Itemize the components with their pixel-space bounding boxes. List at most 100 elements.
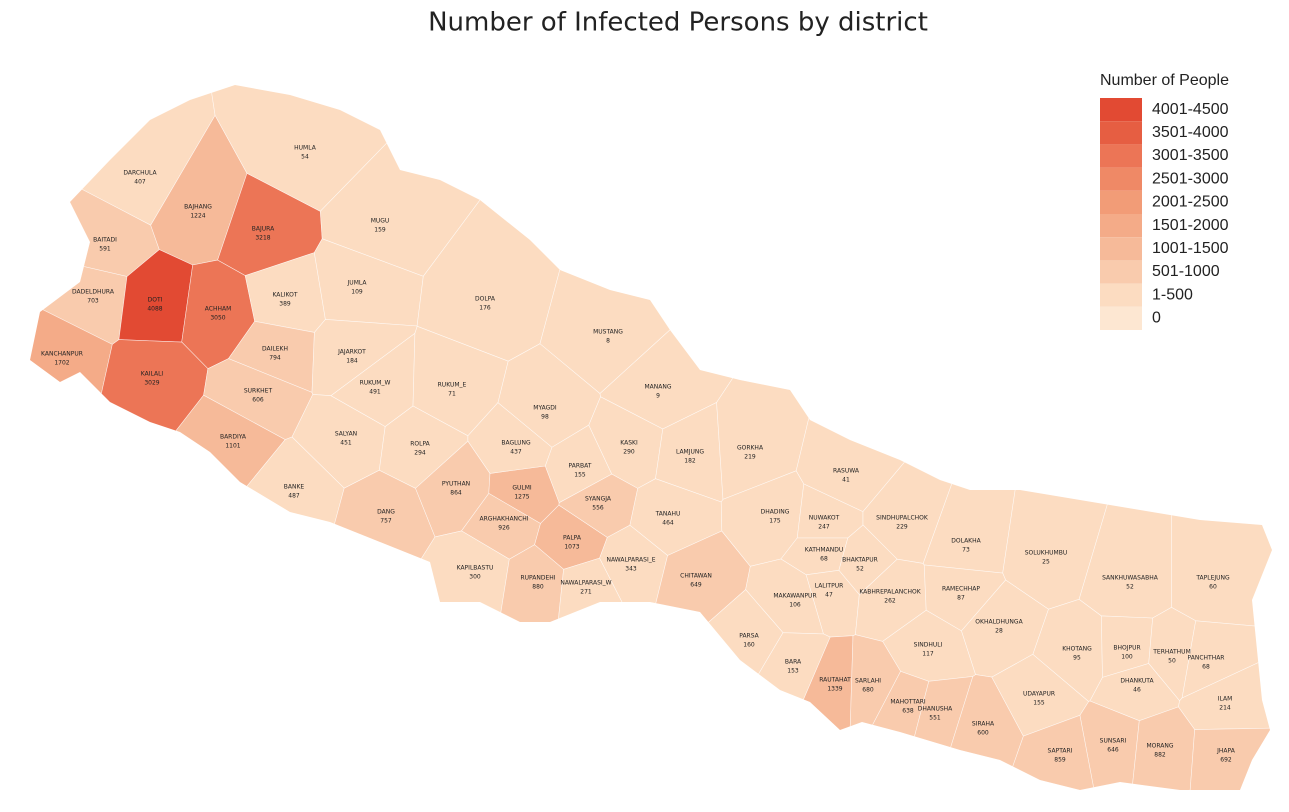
district-value: 159 (374, 227, 386, 234)
district-value: 214 (1219, 705, 1231, 712)
district-value: 52 (1126, 584, 1134, 591)
district-name: PALPA (563, 535, 582, 542)
district-value: 3029 (144, 380, 159, 387)
district-value: 864 (450, 490, 462, 497)
district-value: 28 (995, 628, 1003, 635)
district-name: KHOTANG (1062, 646, 1092, 653)
district-value: 71 (448, 391, 456, 398)
district-name: KATHMANDU (805, 547, 843, 554)
district-area (1079, 700, 1140, 790)
district-value: 606 (252, 397, 264, 404)
district-name: SYANGJA (585, 496, 612, 503)
district-value: 182 (684, 458, 696, 465)
district-value: 87 (957, 595, 965, 602)
legend-label: 3001-3500 (1152, 147, 1229, 164)
district-value: 8 (606, 338, 610, 345)
district-value: 591 (99, 246, 111, 253)
district-name: NAWALPARASI_W (560, 580, 611, 587)
district-name: BANKE (284, 484, 305, 491)
district-value: 100 (1121, 654, 1133, 661)
district-value: 556 (592, 505, 604, 512)
legend-swatch (1100, 98, 1142, 122)
district-value: 176 (479, 305, 491, 312)
district-name: OKHALDHUNGA (975, 619, 1023, 626)
district-value: 41 (842, 477, 850, 484)
district-name: RUKUM_W (360, 380, 391, 387)
district-name: BHOJPUR (1113, 645, 1140, 652)
legend-label: 0 (1152, 310, 1161, 327)
district-name: DANG (377, 509, 395, 516)
district-name: BHAKTAPUR (842, 557, 878, 564)
district-value: 9 (656, 393, 660, 400)
district-name: NUWAKOT (809, 515, 840, 522)
district-value: 3218 (255, 235, 270, 242)
district-name: SUNSARI (1100, 738, 1127, 745)
district-name: DOTI (148, 297, 163, 304)
district-name: SARLAHI (855, 678, 881, 685)
district-value: 464 (662, 520, 674, 527)
legend-label: 1001-1500 (1152, 240, 1229, 257)
district-name: KAPILBASTU (457, 565, 494, 572)
district-name: SINDHULI (914, 642, 943, 649)
district-name: PARSA (739, 633, 759, 640)
district-value: 649 (690, 582, 702, 589)
district-value: 117 (922, 651, 934, 658)
legend: Number of People 4001-4500 3501-4000 3001-… (1100, 72, 1229, 330)
map-title: Number of Infected Persons by district (428, 8, 928, 38)
district-name: PYUTHAN (442, 481, 470, 488)
district-value: 25 (1042, 559, 1050, 566)
district-value: 60 (1209, 584, 1217, 591)
district-name: DOLAKHA (951, 538, 981, 545)
district-value: 1224 (190, 213, 205, 220)
district-name: TANAHU (655, 511, 681, 518)
district-value: 794 (269, 355, 281, 362)
district-value: 155 (1033, 700, 1045, 707)
district-value: 160 (743, 642, 755, 649)
district-value: 262 (884, 598, 896, 605)
district-value: 3050 (210, 315, 225, 322)
district-value: 46 (1133, 687, 1141, 694)
district-name: DHADING (761, 509, 790, 516)
district-name: TAPLEJUNG (1195, 575, 1230, 582)
district-value: 155 (574, 472, 586, 479)
legend-swatch (1100, 237, 1142, 261)
district-name: MAKAWANPUR (773, 593, 816, 600)
district-value: 1275 (514, 494, 529, 501)
district-name: BARDIYA (220, 434, 247, 441)
district-value: 95 (1073, 655, 1081, 662)
district-name: ACHHAM (205, 306, 232, 313)
district-value: 109 (351, 289, 363, 296)
district-name: PANCHTHAR (1188, 655, 1225, 662)
legend-swatch (1100, 144, 1142, 168)
district-value: 73 (962, 547, 970, 554)
district-name: SINDHUPALCHOK (876, 515, 929, 522)
district-value: 184 (346, 358, 358, 365)
district-name: DOLPA (475, 296, 496, 303)
district-name: ROLPA (410, 441, 430, 448)
district-value: 389 (279, 301, 291, 308)
district-area (255, 469, 436, 790)
district-value: 52 (856, 566, 864, 573)
district-name: GORKHA (737, 445, 764, 452)
district-name: RAMECHHAP (942, 586, 980, 593)
district-value: 47 (825, 592, 833, 599)
district-value: 487 (288, 493, 300, 500)
district-value: 98 (541, 414, 549, 421)
district-name: JAJARKOT (337, 349, 366, 356)
label-layer: DARCHULA 407 BAITADI 591 DADELDHURA 703 KANCHA… (41, 145, 1236, 764)
district-name: SURKHET (244, 388, 273, 395)
district-name: JHAPA (1216, 748, 1236, 755)
district-area (59, 339, 209, 581)
legend-swatch (1100, 121, 1142, 145)
district-name: GULMI (512, 485, 532, 492)
district-name: SIRAHA (972, 721, 995, 728)
district-name: SOLUKHUMBU (1025, 550, 1068, 557)
district-name: MUGU (371, 218, 390, 225)
district-value: 407 (134, 179, 146, 186)
district-name: RASUWA (833, 468, 860, 475)
district-value: 680 (862, 687, 874, 694)
legend-swatch (1100, 190, 1142, 214)
district-name: JUMLA (347, 280, 368, 287)
district-area (1171, 85, 1272, 630)
district-value: 68 (820, 556, 828, 563)
